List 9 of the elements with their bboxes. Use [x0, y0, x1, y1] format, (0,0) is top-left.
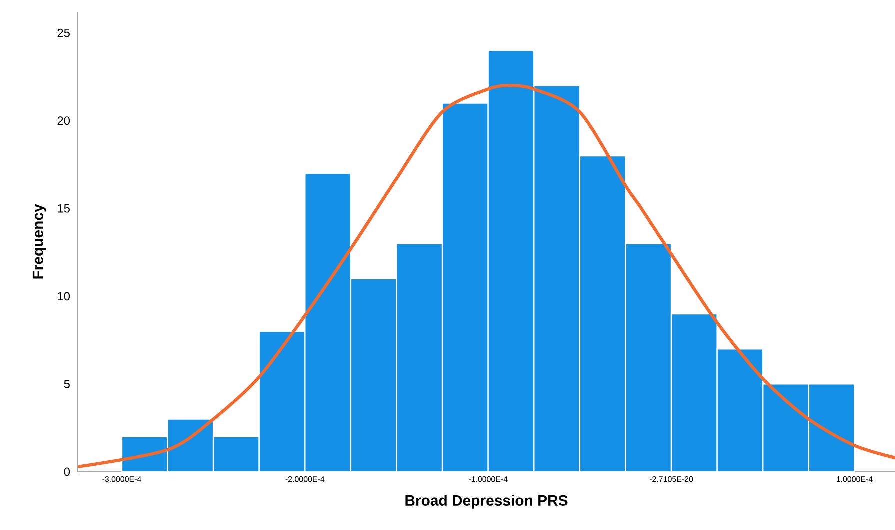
y-axis-title: Frequency [32, 204, 46, 279]
y-tick-label: 5 [64, 380, 70, 388]
y-tick-label: 10 [58, 292, 70, 301]
y-tick-label: 15 [58, 204, 70, 213]
x-axis-title: Broad Depression PRS [406, 495, 568, 509]
line-series [78, 84, 895, 468]
y-tick-label: 0 [64, 468, 70, 476]
y-tick-label: 25 [58, 28, 70, 38]
y-tick-label: 20 [58, 116, 70, 126]
